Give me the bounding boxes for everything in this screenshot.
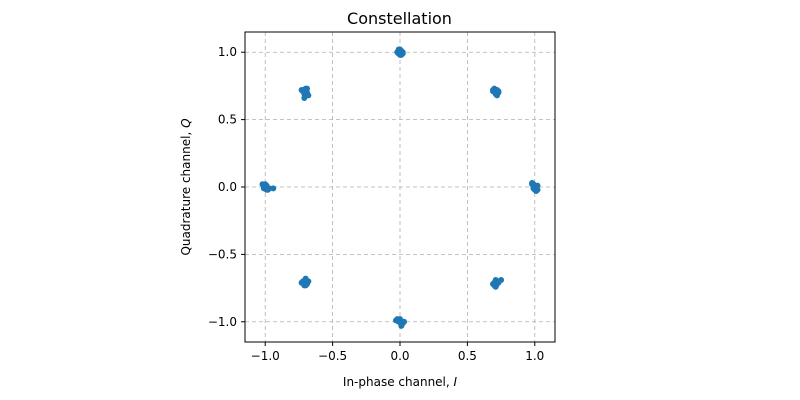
- data-point: [302, 85, 309, 92]
- chart-title: Constellation: [347, 9, 452, 28]
- data-points: [259, 46, 541, 329]
- data-point: [260, 184, 267, 190]
- y-tick-label: 0.5: [218, 113, 237, 127]
- data-point: [533, 184, 540, 190]
- y-tick-label: −1.0: [208, 315, 237, 329]
- x-tick-label: 0.5: [458, 349, 477, 363]
- x-tick-label: 1.0: [525, 349, 544, 363]
- data-point: [492, 86, 499, 93]
- grid: [245, 32, 555, 342]
- data-point: [495, 278, 502, 285]
- y-axis-label: Quadrature channel, Q: [179, 118, 193, 255]
- x-tick-label: −0.5: [318, 349, 347, 363]
- y-axis-ticks: −1.0 −0.5 0.0 0.5 1.0: [208, 45, 245, 329]
- x-tick-label: 0.0: [390, 349, 409, 363]
- x-tick-label: −1.0: [251, 349, 280, 363]
- x-axis-label: In-phase channel, I: [343, 375, 458, 389]
- y-tick-label: 1.0: [218, 45, 237, 59]
- y-tick-label: −0.5: [208, 247, 237, 261]
- data-point: [305, 92, 312, 99]
- y-tick-label: 0.0: [218, 180, 237, 194]
- data-point: [302, 282, 309, 289]
- data-point: [398, 51, 405, 58]
- data-point: [397, 316, 403, 323]
- data-point: [270, 185, 277, 192]
- x-axis-ticks: −1.0 −0.5 0.0 0.5 1.0: [251, 342, 544, 363]
